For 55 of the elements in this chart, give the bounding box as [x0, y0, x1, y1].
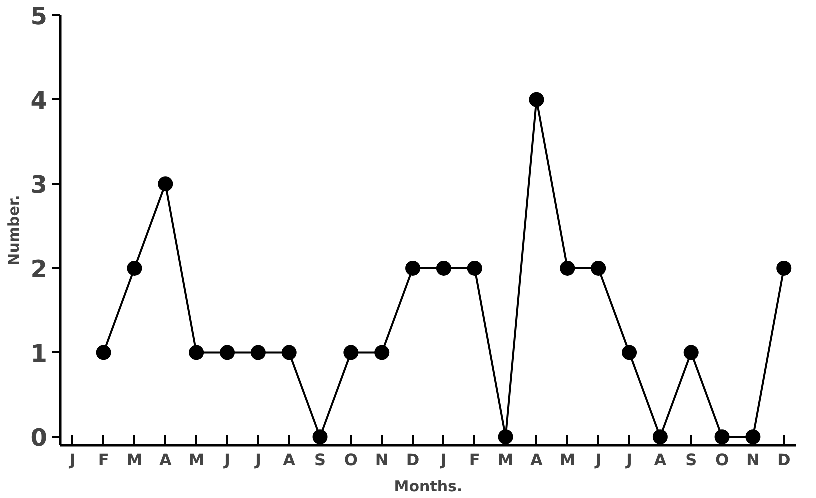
point: [746, 430, 761, 445]
point: [250, 345, 266, 360]
point: [714, 430, 730, 445]
x-tick-label: J: [254, 450, 262, 470]
point: [282, 345, 297, 360]
x-tick-label: F: [98, 450, 110, 470]
point: [776, 260, 792, 276]
x-tick-label: F: [469, 450, 480, 470]
point: [436, 260, 452, 276]
y-tick-label: 4: [30, 86, 48, 115]
x-tick-label: S: [314, 450, 326, 470]
point: [467, 260, 482, 276]
point: [529, 92, 544, 108]
x-tick-label: M: [126, 450, 143, 470]
x-tick-label: A: [159, 450, 172, 470]
point: [189, 345, 204, 360]
point: [652, 430, 668, 445]
x-tick-label: O: [344, 450, 358, 470]
point: [684, 345, 699, 360]
point: [406, 260, 421, 276]
x-tick-label: J: [594, 450, 602, 470]
x-tick-label: J: [68, 450, 76, 470]
x-tick-label: A: [654, 450, 668, 470]
x-tick-label: A: [530, 450, 544, 470]
y-tick-label: 0: [30, 424, 48, 452]
point: [498, 430, 514, 445]
point: [591, 260, 606, 276]
y-axis-title: Number.: [4, 195, 23, 266]
point: [127, 260, 142, 276]
point: [158, 176, 174, 192]
x-tick-label: N: [375, 450, 389, 470]
x-tick-label: J: [440, 450, 447, 470]
y-tick-label: 5: [30, 2, 48, 30]
x-tick-label: S: [686, 450, 698, 470]
x-tick-label: D: [777, 450, 791, 470]
x-tick-label: J: [626, 450, 632, 470]
point: [344, 345, 359, 360]
x-tick-label: M: [498, 450, 514, 470]
x-tick-label: J: [224, 450, 230, 470]
x-tick-label: D: [406, 450, 420, 470]
point: [312, 430, 328, 445]
x-tick-label: M: [560, 450, 576, 470]
y-tick-label: 2: [30, 255, 48, 284]
point: [220, 345, 235, 360]
point: [560, 260, 576, 276]
x-tick-label: A: [283, 450, 296, 470]
point: [622, 345, 638, 360]
x-tick-label: N: [746, 450, 760, 470]
point: [374, 345, 390, 360]
y-tick-label: 3: [30, 171, 48, 200]
point: [96, 345, 112, 360]
x-axis-title: Months.: [394, 478, 463, 496]
y-tick-label: 1: [30, 340, 48, 368]
x-tick-label: O: [715, 450, 730, 470]
x-tick-label: M: [188, 450, 205, 470]
